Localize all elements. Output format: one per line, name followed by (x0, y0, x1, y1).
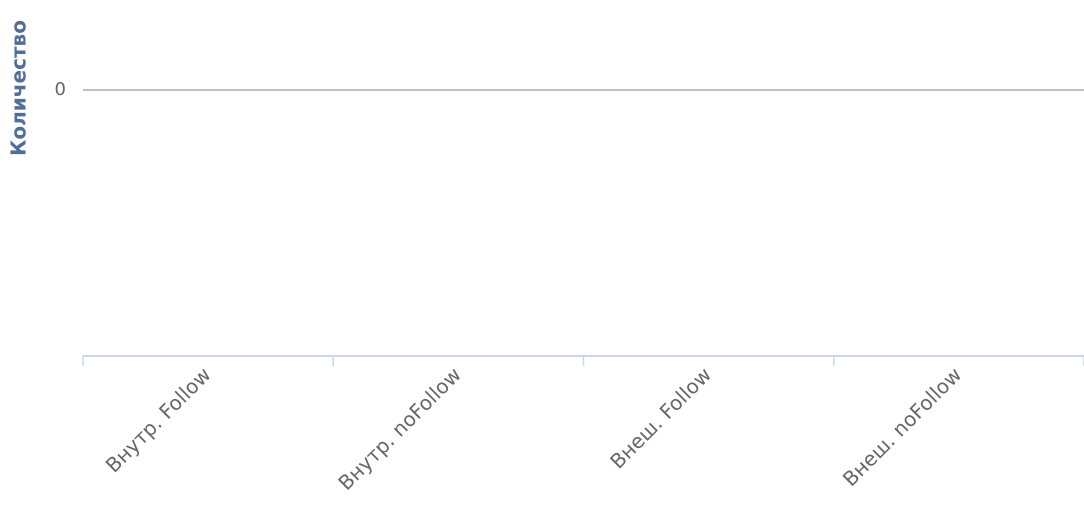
x-tick-label: Внутр. noFollow (333, 362, 465, 494)
x-tick-label: Внеш. Follow (605, 362, 716, 473)
y-tick-label: 0 (55, 79, 66, 100)
y-axis-title: Количество (7, 20, 31, 156)
x-tick-label: Внутр. Follow (101, 362, 216, 477)
x-tick-label: Внеш. noFollow (838, 362, 967, 491)
